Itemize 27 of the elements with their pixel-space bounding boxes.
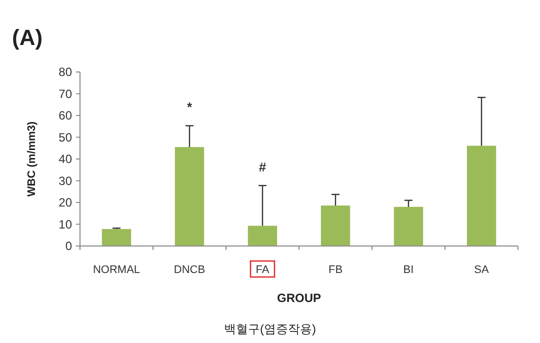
x-tick-label: DNCB (174, 264, 206, 276)
bar (174, 147, 204, 246)
x-axis-title: GROUP (276, 291, 322, 305)
x-tick-label: FB (328, 264, 343, 276)
bar (394, 206, 424, 246)
bar (248, 226, 278, 246)
y-tick-label: 30 (58, 174, 72, 188)
y-tick-label: 60 (58, 108, 72, 122)
y-tick-label: 10 (58, 217, 72, 232)
chart-title: (A) (12, 25, 43, 50)
y-tick-label: 50 (58, 130, 72, 144)
text: 백혈구(염증작용) (224, 322, 316, 336)
x-tick-label: FA (256, 264, 270, 276)
bar (320, 206, 350, 246)
y-tick-label: 20 (58, 196, 72, 210)
y-tick-label: 0 (65, 239, 72, 253)
x-tick-label: NORMAL (92, 264, 140, 276)
x-tick-label: SA (474, 264, 490, 276)
y-tick-label: 70 (58, 86, 72, 101)
bar (102, 229, 132, 246)
x-tick-label: BI (403, 264, 414, 276)
y-axis-title: WBC (m/mm3) (26, 121, 38, 197)
bar (466, 146, 496, 246)
annotation: # (258, 160, 267, 175)
annotation: * (186, 100, 193, 115)
y-tick-label: 40 (58, 152, 72, 166)
y-tick-label: 80 (58, 65, 72, 79)
